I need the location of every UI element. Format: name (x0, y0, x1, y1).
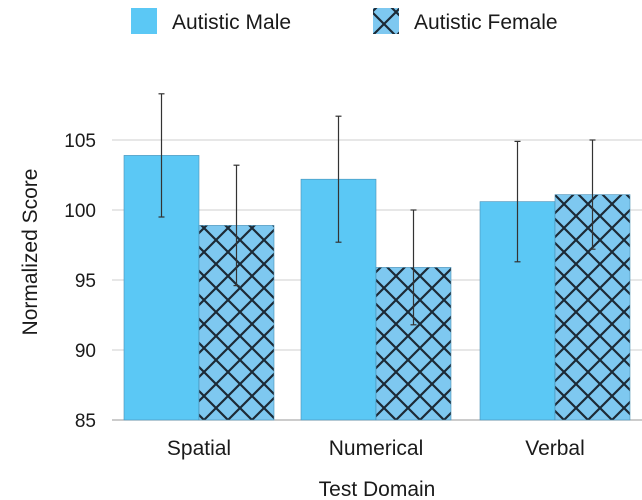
legend-swatch-male (131, 8, 157, 34)
x-tick-label: Numerical (329, 437, 424, 460)
x-tick-label: Spatial (167, 437, 231, 460)
legend: Autistic Male Autistic Female (131, 8, 558, 34)
x-axis-title: Test Domain (319, 478, 436, 500)
x-tick-label: Verbal (525, 437, 585, 460)
legend-label-male: Autistic Male (172, 11, 291, 34)
y-tick-label: 100 (64, 201, 96, 222)
y-tick-label: 105 (64, 131, 96, 152)
y-tick-label: 95 (75, 271, 96, 292)
y-tick-label: 90 (75, 341, 96, 362)
x-axis: Spatial Numerical Verbal (167, 437, 585, 460)
y-axis-title: Normalized Score (19, 169, 42, 336)
legend-label-female: Autistic Female (414, 11, 558, 34)
bars (123, 155, 631, 421)
legend-swatch-female (373, 8, 399, 34)
bar-autistic-male-numerical (300, 178, 377, 421)
y-tick-label: 85 (75, 411, 96, 432)
y-axis: 85 90 95 100 105 (64, 131, 96, 432)
error-bars (158, 93, 596, 326)
